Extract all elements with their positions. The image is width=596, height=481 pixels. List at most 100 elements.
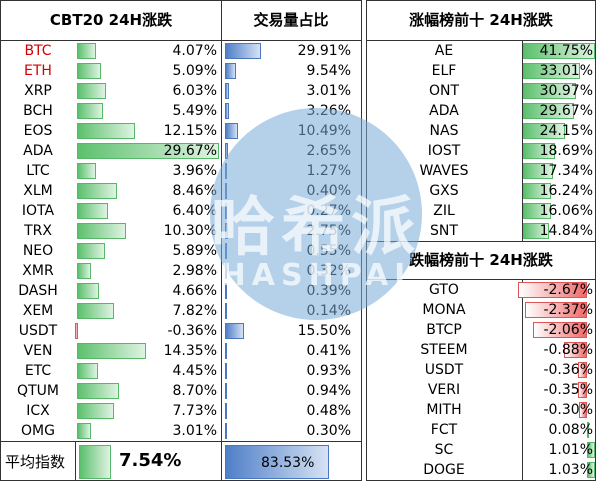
gainer-row: ZIL 16.06% — [367, 201, 595, 221]
table-row: DASH 4.66% 0.39% — [1, 281, 361, 301]
change-value: 2.98% — [172, 263, 217, 279]
change-value: 12.15% — [163, 123, 217, 139]
average-label: 平均指数 — [5, 453, 66, 471]
gainer-name: IOST — [427, 143, 461, 159]
change-value: 29.67% — [163, 143, 217, 159]
loser-divider — [522, 360, 523, 380]
table-row: ADA 29.67% 2.65% — [1, 141, 361, 161]
volume-bar — [225, 63, 237, 79]
change-value: 5.89% — [172, 243, 217, 259]
loser-name: USDT — [424, 362, 464, 378]
loser-name: FCT — [430, 422, 458, 438]
volume-value: 15.50% — [297, 323, 351, 339]
loser-change: -2.06% — [543, 322, 593, 338]
change-value: 7.82% — [172, 303, 217, 319]
loser-name: DOGE — [423, 462, 465, 478]
gainer-name: GXS — [429, 183, 459, 199]
change-value: 8.70% — [172, 383, 217, 399]
gainer-change: 18.69% — [539, 143, 593, 159]
loser-row: USDT -0.36% — [367, 360, 595, 380]
coin-name: TRX — [24, 223, 52, 239]
gainer-row: ELF 33.01% — [367, 61, 595, 81]
loser-name: VERI — [427, 382, 461, 398]
change-bar — [77, 203, 108, 219]
gainer-change: 30.97% — [539, 83, 593, 99]
table-row: ETH 5.09% 9.54% — [1, 61, 361, 81]
loser-divider — [522, 340, 523, 360]
change-bar — [77, 183, 118, 199]
table-row: ETC 4.45% 0.93% — [1, 361, 361, 381]
gainer-bar — [523, 183, 551, 199]
volume-header: 交易量占比 — [221, 1, 361, 41]
change-bar — [77, 263, 92, 279]
loser-bar — [525, 302, 587, 318]
change-bar — [77, 123, 136, 139]
change-bar — [77, 43, 97, 59]
table-row: TRX 10.30% 2.75% — [1, 221, 361, 241]
loser-bar — [577, 382, 587, 398]
change-value: 8.46% — [172, 183, 217, 199]
loser-name: STEEM — [420, 342, 468, 358]
change-value: 3.01% — [172, 423, 217, 439]
loser-bar — [579, 402, 587, 418]
loser-name: BTCP — [426, 322, 462, 338]
volume-value: 10.49% — [297, 123, 351, 139]
loser-change: -0.36% — [543, 362, 593, 378]
gainer-bar — [523, 83, 577, 99]
gainer-change: 41.75% — [539, 43, 593, 59]
table-row: BCH 5.49% 3.26% — [1, 101, 361, 121]
coin-name: OMG — [21, 423, 55, 439]
volume-value: 2.75% — [306, 223, 351, 239]
volume-value: 0.40% — [306, 183, 351, 199]
loser-row: STEEM -0.88% — [367, 340, 595, 360]
volume-value: 3.01% — [306, 83, 351, 99]
change-bar — [77, 383, 119, 399]
volume-value: 3.26% — [306, 103, 351, 119]
change-value: 5.49% — [172, 103, 217, 119]
gainer-bar — [523, 163, 553, 179]
loser-name: GTO — [429, 282, 459, 298]
coin-name: VEN — [23, 343, 53, 359]
loser-bar — [564, 342, 587, 358]
gainer-divider — [522, 41, 523, 61]
loser-name: MITH — [426, 402, 462, 418]
change-bar — [77, 163, 96, 179]
table-row: XEM 7.82% 0.14% — [1, 301, 361, 321]
change-bar — [77, 63, 102, 79]
loser-row: GTO -2.67% — [367, 280, 595, 300]
table-row: USDT -0.36% 15.50% — [1, 321, 361, 341]
gainer-bar — [523, 63, 580, 79]
loser-change: 1.03% — [548, 462, 593, 478]
volume-bar — [225, 323, 244, 339]
loser-divider — [522, 420, 523, 440]
table-row: OMG 3.01% 0.30% — [1, 421, 361, 441]
loser-change: 1.01% — [548, 442, 593, 458]
gainer-change: 16.24% — [539, 183, 593, 199]
change-bar — [77, 343, 146, 359]
volume-value: 0.55% — [306, 243, 351, 259]
gainer-row: AE 41.75% — [367, 41, 595, 61]
table-row: NEO 5.89% 0.55% — [1, 241, 361, 261]
volume-value: 0.48% — [306, 403, 351, 419]
gainer-row: WAVES 17.34% — [367, 161, 595, 181]
change-value: 6.40% — [172, 203, 217, 219]
volume-value: 0.30% — [306, 423, 351, 439]
gainers-table: 涨幅榜前十 24H涨跌 AE 41.75% ELF 33.01% ONT 30.97% AD… — [366, 0, 596, 242]
change-bar — [77, 103, 104, 119]
average-volume: 83.53% — [261, 455, 315, 471]
gainer-divider — [522, 61, 523, 81]
loser-name: SC — [434, 442, 454, 458]
gainer-name: WAVES — [419, 163, 469, 179]
change-value: -0.36% — [167, 323, 217, 339]
coin-name: LTC — [26, 163, 50, 179]
gainer-bar — [523, 123, 565, 139]
gainer-name: ELF — [431, 63, 457, 79]
loser-divider — [522, 320, 523, 340]
cbt20-header: CBT20 24H涨跌 — [1, 1, 221, 41]
gainer-change: 17.34% — [539, 163, 593, 179]
coin-name: ICX — [26, 403, 50, 419]
loser-divider — [522, 440, 523, 460]
gainer-divider — [522, 201, 523, 221]
avg-label-divider — [75, 441, 76, 481]
gainer-divider — [522, 181, 523, 201]
